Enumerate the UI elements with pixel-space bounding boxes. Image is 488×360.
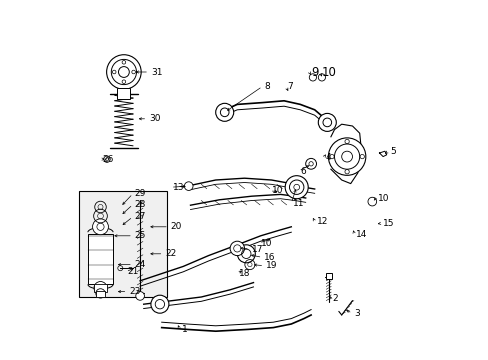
Bar (94, 284, 107, 292)
Text: 17: 17 (251, 245, 263, 253)
Circle shape (328, 138, 365, 175)
Text: 27: 27 (134, 212, 146, 221)
Text: 1: 1 (181, 325, 187, 333)
Text: 10: 10 (260, 239, 272, 248)
Text: 4: 4 (325, 153, 330, 162)
Text: 7: 7 (287, 82, 293, 91)
Text: 8: 8 (264, 82, 269, 91)
Text: 15: 15 (382, 219, 394, 228)
Text: 23: 23 (129, 287, 141, 296)
Circle shape (184, 182, 193, 190)
Text: 31: 31 (151, 68, 162, 77)
Text: 10: 10 (271, 186, 283, 195)
Circle shape (318, 74, 325, 81)
Text: 28: 28 (134, 200, 146, 209)
Text: 18: 18 (239, 269, 250, 278)
Circle shape (151, 295, 168, 313)
Circle shape (136, 292, 144, 300)
Circle shape (309, 74, 316, 81)
Text: 21: 21 (127, 267, 139, 276)
Text: 14: 14 (355, 230, 366, 239)
Text: 2: 2 (332, 294, 338, 303)
Text: 20: 20 (170, 222, 182, 231)
Text: 6: 6 (300, 166, 305, 176)
Text: 13: 13 (172, 183, 183, 192)
Text: 10: 10 (321, 66, 336, 78)
Text: 29: 29 (134, 189, 146, 198)
Bar (117, 88, 130, 99)
Bar (88, 234, 113, 284)
Text: 11: 11 (292, 199, 304, 208)
Circle shape (318, 113, 336, 131)
Text: 19: 19 (265, 261, 277, 270)
Bar (325, 273, 331, 279)
Text: 24: 24 (134, 260, 145, 269)
Circle shape (305, 158, 316, 169)
Circle shape (237, 245, 255, 263)
Circle shape (367, 197, 376, 206)
Text: 5: 5 (389, 147, 395, 156)
Text: 25: 25 (134, 231, 146, 240)
Circle shape (215, 103, 233, 121)
Circle shape (285, 176, 307, 199)
Text: 26: 26 (102, 155, 113, 163)
Bar (79, 191, 167, 297)
Text: 3: 3 (354, 309, 359, 318)
Circle shape (230, 241, 244, 256)
Text: 16: 16 (264, 253, 275, 262)
Circle shape (106, 55, 141, 89)
Circle shape (94, 282, 107, 294)
Circle shape (103, 156, 110, 162)
Circle shape (92, 219, 108, 235)
Text: 12: 12 (316, 217, 327, 226)
Text: 22: 22 (165, 249, 176, 258)
Bar (96, 291, 105, 297)
Text: 9: 9 (310, 66, 318, 78)
Text: 30: 30 (149, 114, 160, 123)
Polygon shape (330, 124, 361, 184)
Text: 10: 10 (377, 194, 388, 202)
